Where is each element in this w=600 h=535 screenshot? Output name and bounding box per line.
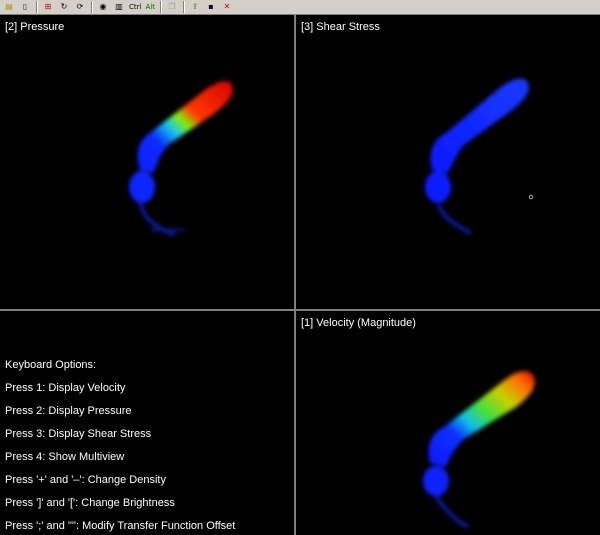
velocity-viewport[interactable]: [1] Velocity (Magnitude) [296,311,600,535]
toolbar-separator [91,1,93,13]
ctrl-button[interactable]: Ctrl [129,2,142,11]
grid-icon[interactable]: ⊞ [44,2,52,11]
toolbar-separator [159,1,162,13]
document-icon[interactable]: ▯ [22,2,28,11]
close-icon[interactable]: ✕ [223,2,231,11]
copy-icon[interactable]: ❐ [168,2,176,11]
pressure-title: [2] Pressure [5,21,65,33]
keyboard-option: Press ';' and '"': Modify Transfer Funct… [5,520,236,532]
save-icon[interactable]: ▪ [208,2,214,11]
toolbar-separator [36,1,38,13]
keyboard-option: Press 3: Display Shear Stress [5,428,152,440]
keyboard-option: Press 2: Display Pressure [5,405,132,417]
alt-button[interactable]: Alt [145,2,155,11]
horizontal-divider[interactable] [0,309,600,311]
keyboard-option: Press 4: Show Multiview [5,451,125,463]
shear-stress-title: [3] Shear Stress [301,21,380,33]
velocity-render [423,371,535,529]
open-folder-icon[interactable]: ▤ [5,2,13,11]
pressure-render [129,81,233,237]
eye-icon[interactable]: ◉ [99,2,107,11]
keyboard-options-panel: Keyboard Options: Press 1: Display Veloc… [0,311,294,535]
shear-stress-render [425,78,534,235]
book-icon[interactable]: ▥ [115,2,123,11]
keyboard-option: Press ']' and '[': Change Brightness [5,497,175,509]
rotate-icon[interactable]: ↻ [60,2,68,11]
keyboard-options-heading: Keyboard Options: [5,359,97,371]
velocity-title: [1] Velocity (Magnitude) [301,317,416,329]
pressure-viewport[interactable]: [2] Pressure [0,15,294,309]
export-icon[interactable]: ⇪ [191,2,199,11]
toolbar-separator [182,1,185,13]
keyboard-option: Press '+' and '–': Change Density [5,474,166,486]
vertical-divider[interactable] [294,15,296,535]
keyboard-option: Press 1: Display Velocity [5,382,126,394]
toolbar: ▤ ▯ ⊞ ↻ ⟳ ◉ ▥ Ctrl Alt ❐ ⇪ ▪ ✕ [0,0,600,15]
refresh-icon[interactable]: ⟳ [76,2,84,11]
shear-stress-viewport[interactable]: [3] Shear Stress [296,15,600,309]
